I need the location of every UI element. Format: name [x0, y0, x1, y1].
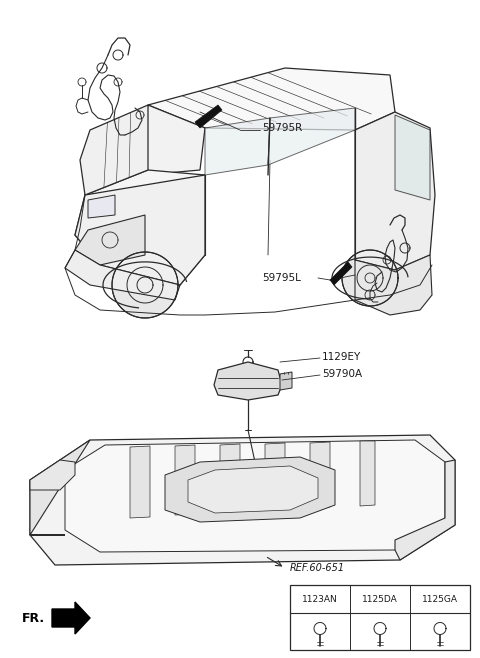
Text: 1123AN: 1123AN: [302, 594, 338, 603]
Polygon shape: [130, 446, 150, 518]
Polygon shape: [148, 68, 395, 130]
Polygon shape: [75, 215, 145, 265]
Polygon shape: [310, 442, 330, 508]
Polygon shape: [102, 232, 118, 248]
Text: REF.60-651: REF.60-651: [290, 563, 345, 573]
Polygon shape: [222, 480, 238, 496]
Polygon shape: [65, 250, 180, 300]
Text: 59795R: 59795R: [262, 123, 302, 133]
Polygon shape: [205, 118, 270, 175]
Polygon shape: [395, 460, 455, 560]
Polygon shape: [75, 170, 205, 285]
Polygon shape: [355, 255, 432, 315]
Text: 59795L: 59795L: [262, 273, 301, 283]
Polygon shape: [342, 250, 398, 306]
Polygon shape: [112, 252, 178, 318]
Polygon shape: [52, 602, 90, 634]
Text: FR.: FR.: [22, 611, 45, 624]
Polygon shape: [292, 480, 308, 496]
Text: 59790A: 59790A: [322, 369, 362, 379]
Polygon shape: [30, 435, 455, 565]
Polygon shape: [88, 195, 115, 218]
Polygon shape: [30, 440, 90, 535]
Polygon shape: [257, 476, 273, 492]
Polygon shape: [65, 440, 445, 552]
Polygon shape: [140, 105, 205, 175]
Polygon shape: [395, 115, 430, 200]
Polygon shape: [265, 443, 285, 510]
Polygon shape: [188, 466, 318, 513]
Polygon shape: [220, 444, 240, 512]
Polygon shape: [75, 175, 205, 285]
Polygon shape: [30, 460, 75, 490]
Polygon shape: [80, 105, 148, 195]
Polygon shape: [355, 112, 435, 270]
Polygon shape: [360, 441, 375, 506]
Polygon shape: [214, 362, 282, 400]
Text: 1129EY: 1129EY: [322, 352, 361, 362]
Text: 1125DA: 1125DA: [362, 594, 398, 603]
Polygon shape: [280, 372, 292, 390]
Polygon shape: [268, 108, 355, 165]
Polygon shape: [175, 445, 195, 515]
Polygon shape: [330, 262, 352, 285]
Polygon shape: [165, 457, 335, 522]
Polygon shape: [195, 105, 222, 128]
Text: 1125GA: 1125GA: [422, 594, 458, 603]
Bar: [290, 585, 470, 650]
